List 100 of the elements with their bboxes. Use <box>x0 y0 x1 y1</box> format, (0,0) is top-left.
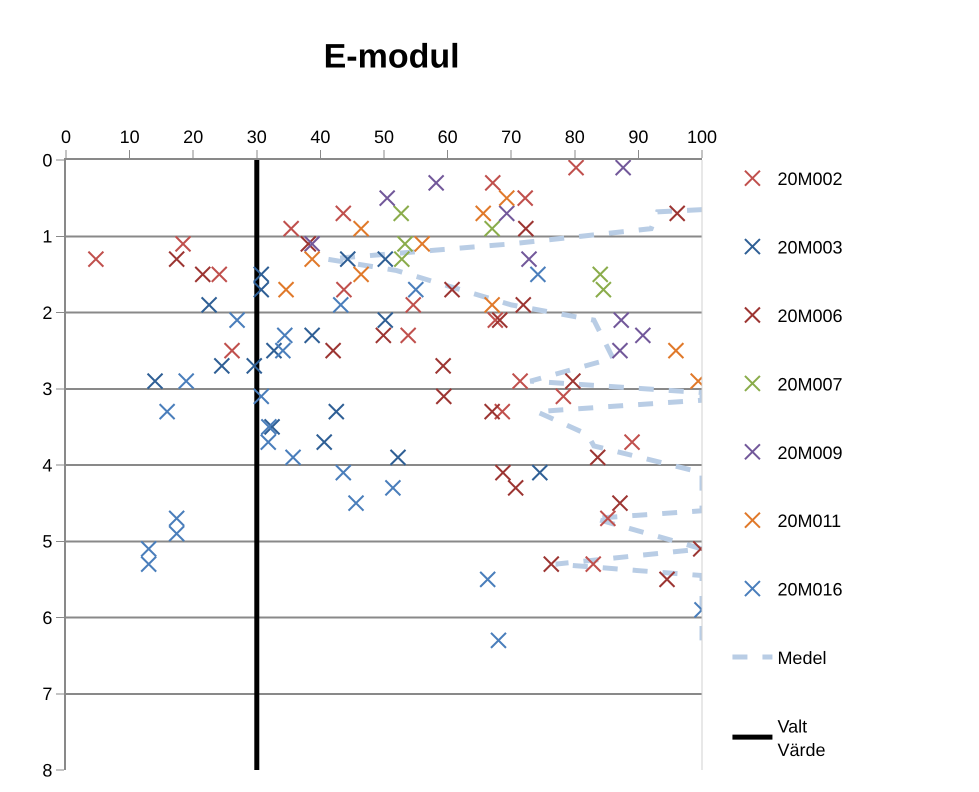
point <box>335 281 352 298</box>
point <box>284 448 302 466</box>
point <box>589 448 606 466</box>
point <box>584 556 602 573</box>
point <box>252 281 270 298</box>
point <box>260 418 278 436</box>
point <box>392 204 410 222</box>
point <box>520 250 538 268</box>
x-tick-label: 70 <box>501 126 522 147</box>
x-tick-label: 20 <box>183 126 204 147</box>
point <box>624 434 641 451</box>
legend-label: Valt Värde <box>777 716 826 760</box>
point <box>428 174 445 192</box>
y-tick-label: 0 <box>42 150 52 170</box>
point <box>594 281 612 298</box>
y-tick-label: 1 <box>42 226 52 247</box>
y-tick-label: 3 <box>42 379 52 400</box>
point <box>529 266 546 283</box>
point <box>265 342 282 360</box>
point <box>554 388 572 405</box>
point <box>304 250 321 268</box>
point <box>400 326 417 344</box>
point <box>599 510 616 527</box>
point <box>514 296 532 314</box>
point <box>414 235 431 252</box>
point <box>300 235 317 252</box>
point <box>498 204 516 222</box>
x-tick-label: 60 <box>438 126 458 147</box>
point <box>213 357 230 374</box>
point <box>252 266 270 283</box>
x-tick-label: 40 <box>310 126 330 147</box>
point <box>667 342 684 360</box>
point <box>200 296 218 314</box>
point <box>512 372 529 390</box>
point <box>348 494 365 512</box>
legend-label: 20M007 <box>777 374 843 394</box>
y-tick-label: 2 <box>42 302 52 323</box>
point <box>614 160 632 176</box>
point <box>611 342 628 360</box>
point <box>374 326 392 344</box>
point <box>490 632 507 649</box>
point <box>140 556 158 573</box>
point <box>407 281 424 298</box>
point <box>611 494 628 512</box>
legend-label: 20M011 <box>777 511 842 532</box>
point <box>304 326 321 344</box>
point <box>140 540 158 558</box>
point <box>396 235 414 252</box>
point <box>494 464 512 482</box>
point <box>484 296 501 314</box>
x-tick-label: 90 <box>628 126 648 147</box>
point <box>435 388 452 405</box>
point <box>376 312 394 329</box>
point <box>486 312 504 329</box>
x-tick-label: 10 <box>120 126 140 147</box>
point <box>531 464 548 482</box>
y-tick-label: 8 <box>42 760 52 780</box>
point <box>168 525 186 542</box>
point <box>404 296 422 314</box>
point <box>174 235 192 252</box>
point <box>389 448 406 466</box>
point <box>352 220 370 238</box>
point <box>434 357 452 374</box>
point <box>484 174 502 192</box>
point <box>168 250 186 268</box>
y-tick-label: 5 <box>42 532 52 552</box>
point <box>282 220 300 238</box>
point <box>474 204 492 222</box>
point <box>484 220 501 238</box>
point <box>316 434 333 451</box>
point <box>328 403 345 420</box>
point <box>278 281 295 298</box>
point <box>334 464 352 482</box>
point <box>484 403 501 420</box>
point <box>304 235 321 252</box>
point <box>516 190 534 207</box>
point <box>210 266 228 283</box>
point <box>542 556 560 573</box>
x-tick-label: 100 <box>686 126 718 147</box>
point <box>276 326 294 344</box>
point <box>168 510 186 527</box>
point <box>324 342 342 360</box>
point <box>612 312 630 329</box>
point <box>384 479 402 496</box>
point <box>332 296 350 314</box>
point <box>87 250 104 268</box>
point <box>568 160 585 176</box>
point <box>178 372 195 390</box>
point <box>378 190 396 207</box>
point <box>479 570 496 588</box>
point <box>228 312 246 329</box>
point <box>274 342 292 360</box>
point <box>517 220 534 238</box>
point <box>352 266 370 283</box>
x-tick-label: 30 <box>246 126 267 147</box>
point <box>252 388 270 405</box>
point <box>224 342 240 360</box>
legend-label: 20M002 <box>777 169 843 190</box>
point <box>444 281 461 298</box>
x-tick-label: 80 <box>564 126 585 147</box>
